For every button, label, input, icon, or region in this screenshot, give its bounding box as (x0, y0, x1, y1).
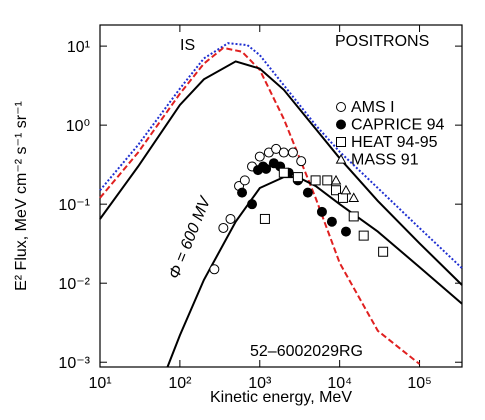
y-tick-label: 10¹ (67, 39, 90, 56)
y-axis-label: E² Flux, MeV cm⁻² s⁻¹ sr⁻¹ (13, 101, 30, 291)
data-point (292, 172, 303, 183)
y-tick-label: 10⁻³ (58, 355, 90, 372)
data-point (247, 199, 258, 210)
annotation: IS (180, 37, 195, 54)
data-point (278, 147, 289, 158)
y-tick-label: 10⁻¹ (58, 197, 90, 214)
model-curve (99, 42, 463, 269)
data-point (322, 175, 333, 186)
data-point (316, 206, 327, 217)
data-point (358, 230, 369, 241)
y-tick-label: 10⁰ (66, 118, 90, 135)
model-curve (99, 60, 463, 286)
legend-marker (336, 102, 346, 112)
x-tick-label: 10² (168, 375, 192, 392)
x-tick-label: 10⁴ (327, 375, 352, 392)
annotation: 52–6002029RG (250, 343, 363, 360)
legend-marker (336, 119, 346, 130)
legend-marker (336, 137, 346, 147)
data-point (218, 222, 229, 233)
x-tick-label: 10³ (248, 375, 272, 392)
chart-title: POSITRONS (335, 33, 429, 50)
data-point (337, 192, 348, 203)
data-point (296, 156, 307, 167)
data-point (340, 184, 352, 195)
data-point (331, 185, 342, 196)
data-point (348, 211, 359, 222)
data-point (237, 187, 248, 198)
x-axis-label: Kinetic energy, MeV (210, 389, 352, 406)
plot-frame (99, 24, 463, 368)
model-curve (99, 46, 421, 365)
data-point (330, 174, 342, 185)
legend-label: HEAT 94-95 (351, 134, 438, 151)
data-point (278, 167, 289, 178)
legend-label: AMS I (351, 99, 395, 116)
data-point (259, 213, 270, 224)
data-point (302, 187, 313, 198)
x-tick-label: 10¹ (88, 375, 111, 392)
y-tick-label: 10⁻² (58, 276, 90, 293)
data-point (254, 151, 265, 162)
data-point (348, 192, 360, 203)
data-point (287, 147, 298, 158)
data-point (378, 246, 389, 257)
data-point (340, 226, 351, 237)
legend-label: CAPRICE 94 (351, 117, 444, 134)
data-point (225, 213, 236, 224)
data-point (326, 216, 337, 227)
annotation: Φ = 600 MV (166, 193, 215, 281)
data-point (239, 175, 250, 186)
data-point (209, 264, 220, 275)
data-point (310, 175, 321, 186)
x-tick-label: 10⁵ (407, 375, 431, 392)
legend-label: MASS 91 (351, 152, 419, 169)
legend-marker (335, 153, 347, 164)
data-point (261, 163, 272, 174)
